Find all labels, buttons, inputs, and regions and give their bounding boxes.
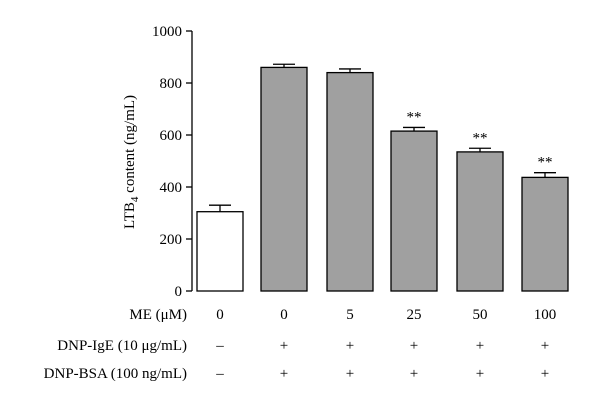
significance-marker: ** (538, 155, 553, 171)
bar (456, 151, 504, 292)
condition-value: + (280, 366, 288, 382)
significance-marker: ** (473, 130, 488, 146)
condition-value: + (346, 338, 354, 354)
y-tick-label: 600 (160, 128, 183, 144)
condition-value: – (215, 338, 224, 354)
condition-value: 25 (407, 307, 422, 323)
bar (521, 176, 569, 292)
condition-row-label: ME (μM) (129, 307, 187, 323)
y-tick-label: 0 (175, 284, 183, 300)
condition-row-label: DNP-IgE (10 μg/mL) (57, 338, 187, 354)
condition-value: + (410, 366, 418, 382)
condition-value: – (215, 366, 224, 382)
condition-value: + (541, 366, 549, 382)
y-tick-label: 1000 (152, 24, 182, 40)
condition-value: + (280, 338, 288, 354)
bar (260, 66, 308, 292)
y-tick-label: 800 (160, 76, 183, 92)
condition-row-label: DNP-BSA (100 ng/mL) (44, 366, 187, 382)
condition-value: + (476, 338, 484, 354)
y-axis-label: LTB4 content (ng/mL) (122, 95, 141, 229)
significance-marker: ** (407, 109, 422, 125)
bar (390, 130, 438, 292)
condition-value: + (346, 366, 354, 382)
bar (196, 211, 244, 292)
condition-value: + (476, 366, 484, 382)
condition-value: 0 (280, 307, 288, 323)
condition-value: + (410, 338, 418, 354)
condition-value: 50 (473, 307, 488, 323)
condition-table: ME (μM) 0 0 5 25 50 100 DNP-IgE (10 μg/mL) – + + + +… (44, 307, 557, 382)
condition-value: 5 (346, 307, 354, 323)
condition-value: 0 (216, 307, 224, 323)
y-tick-label: 200 (160, 232, 183, 248)
bar (326, 71, 374, 292)
bars: ** ** ** (196, 63, 569, 292)
condition-value: + (541, 338, 549, 354)
y-axis: 0 200 400 600 800 1000 (152, 24, 193, 300)
condition-value: 100 (534, 307, 557, 323)
y-tick-label: 400 (160, 180, 183, 196)
